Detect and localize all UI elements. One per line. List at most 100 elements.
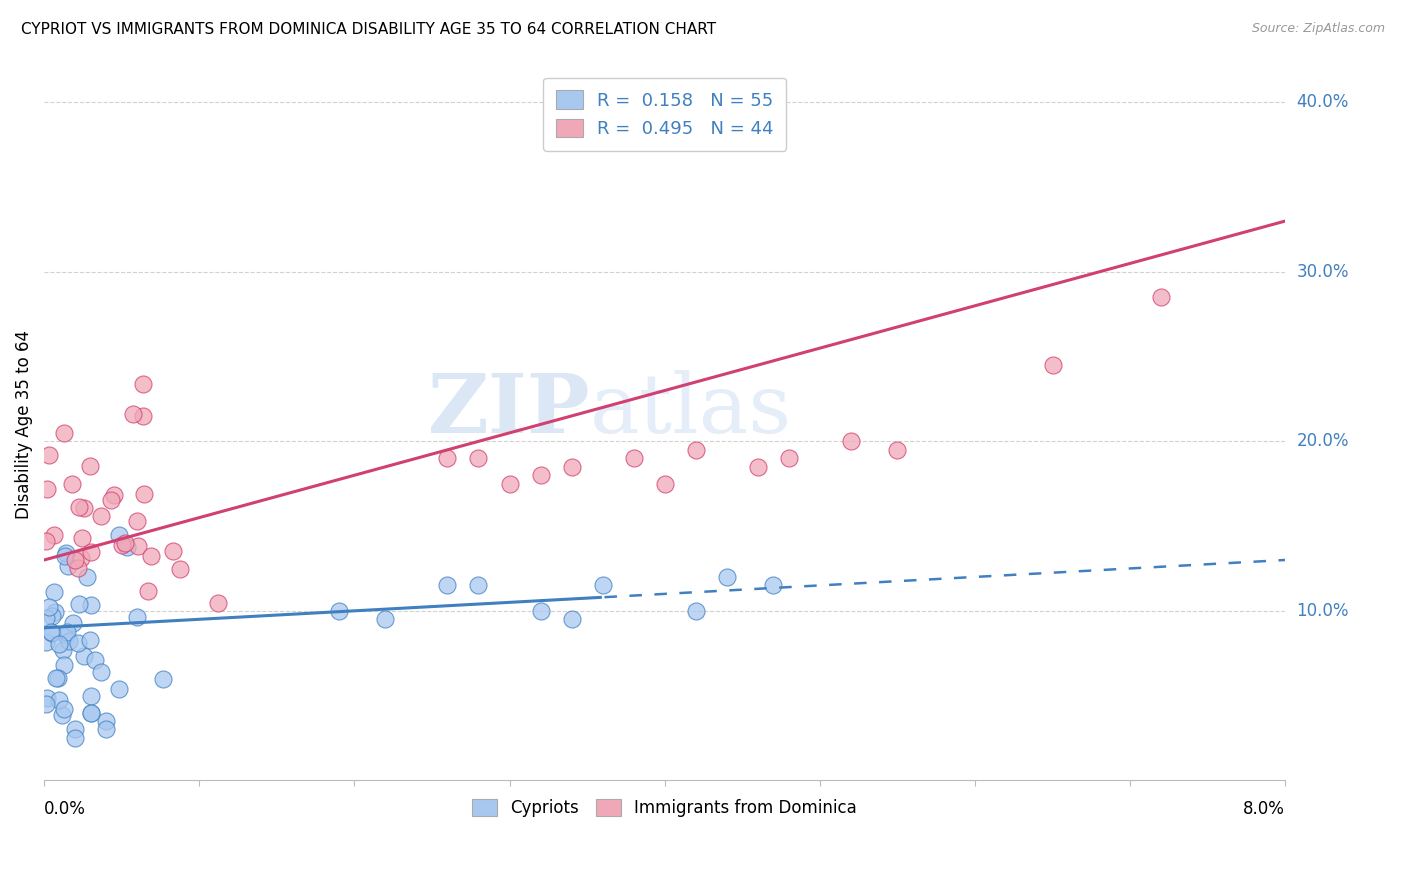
Point: [79, 689, 101, 703]
Point: [34, 611, 56, 625]
Point: [90, 665, 112, 680]
Point: [529, 468, 551, 483]
Point: [67, 597, 90, 611]
Point: [44, 605, 66, 619]
Point: [162, 544, 184, 558]
Point: [592, 578, 614, 592]
Point: [55, 546, 77, 560]
Point: [374, 612, 396, 626]
Point: [529, 604, 551, 618]
Point: [136, 583, 159, 598]
Y-axis label: Disability Age 35 to 64: Disability Age 35 to 64: [15, 330, 32, 519]
Point: [107, 681, 129, 696]
Point: [79, 633, 101, 648]
Point: [39, 625, 62, 640]
Point: [134, 487, 156, 501]
Point: [60, 477, 83, 491]
Point: [467, 578, 489, 592]
Point: [63, 553, 86, 567]
Point: [125, 514, 148, 528]
Point: [48, 637, 70, 651]
Point: [52, 701, 75, 715]
Point: [561, 459, 583, 474]
Point: [72, 531, 94, 545]
Point: [41, 609, 63, 624]
Point: [1150, 290, 1173, 304]
Point: [132, 376, 155, 391]
Point: [41, 626, 63, 640]
Point: [76, 570, 98, 584]
Point: [58, 633, 80, 648]
Point: [79, 706, 101, 720]
Point: [121, 407, 143, 421]
Point: [139, 549, 162, 563]
Point: [747, 459, 769, 474]
Point: [685, 442, 707, 457]
Point: [103, 488, 125, 502]
Point: [56, 558, 79, 573]
Point: [169, 562, 191, 576]
Point: [132, 409, 155, 423]
Point: [100, 492, 122, 507]
Point: [328, 604, 350, 618]
Point: [1042, 358, 1064, 372]
Point: [45, 671, 67, 685]
Point: [685, 604, 707, 618]
Point: [436, 451, 458, 466]
Point: [53, 425, 76, 440]
Point: [90, 509, 112, 524]
Point: [34, 533, 56, 548]
Point: [654, 476, 676, 491]
Point: [96, 723, 118, 737]
Text: ZIP: ZIP: [427, 370, 591, 450]
Point: [42, 527, 65, 541]
Point: [79, 544, 101, 558]
Point: [63, 731, 86, 745]
Point: [107, 527, 129, 541]
Point: [83, 653, 105, 667]
Point: [48, 693, 70, 707]
Point: [127, 610, 149, 624]
Point: [51, 708, 73, 723]
Point: [38, 448, 60, 462]
Text: Source: ZipAtlas.com: Source: ZipAtlas.com: [1251, 22, 1385, 36]
Point: [623, 451, 645, 466]
Text: 30.0%: 30.0%: [1296, 263, 1348, 281]
Legend: Cypriots, Immigrants from Dominica: Cypriots, Immigrants from Dominica: [464, 790, 866, 825]
Text: CYPRIOT VS IMMIGRANTS FROM DOMINICA DISABILITY AGE 35 TO 64 CORRELATION CHART: CYPRIOT VS IMMIGRANTS FROM DOMINICA DISA…: [21, 22, 716, 37]
Point: [35, 482, 58, 496]
Point: [63, 723, 86, 737]
Point: [498, 476, 520, 491]
Point: [35, 634, 58, 648]
Point: [35, 697, 58, 711]
Point: [80, 598, 103, 612]
Point: [79, 459, 101, 474]
Point: [52, 643, 75, 657]
Text: 8.0%: 8.0%: [1243, 800, 1285, 818]
Point: [67, 500, 90, 514]
Point: [96, 714, 118, 728]
Point: [42, 585, 65, 599]
Text: 40.0%: 40.0%: [1296, 94, 1348, 112]
Point: [152, 672, 174, 686]
Point: [115, 540, 138, 554]
Point: [111, 538, 134, 552]
Point: [35, 690, 58, 705]
Text: atlas: atlas: [591, 370, 793, 450]
Point: [886, 442, 908, 457]
Point: [436, 578, 458, 592]
Point: [79, 706, 101, 720]
Point: [839, 434, 862, 449]
Point: [207, 596, 229, 610]
Point: [67, 636, 90, 650]
Point: [561, 612, 583, 626]
Text: 10.0%: 10.0%: [1296, 602, 1348, 620]
Point: [66, 561, 89, 575]
Point: [53, 658, 76, 673]
Point: [114, 536, 136, 550]
Point: [467, 451, 489, 466]
Point: [73, 648, 96, 663]
Point: [73, 501, 96, 516]
Point: [778, 451, 800, 466]
Point: [53, 549, 76, 563]
